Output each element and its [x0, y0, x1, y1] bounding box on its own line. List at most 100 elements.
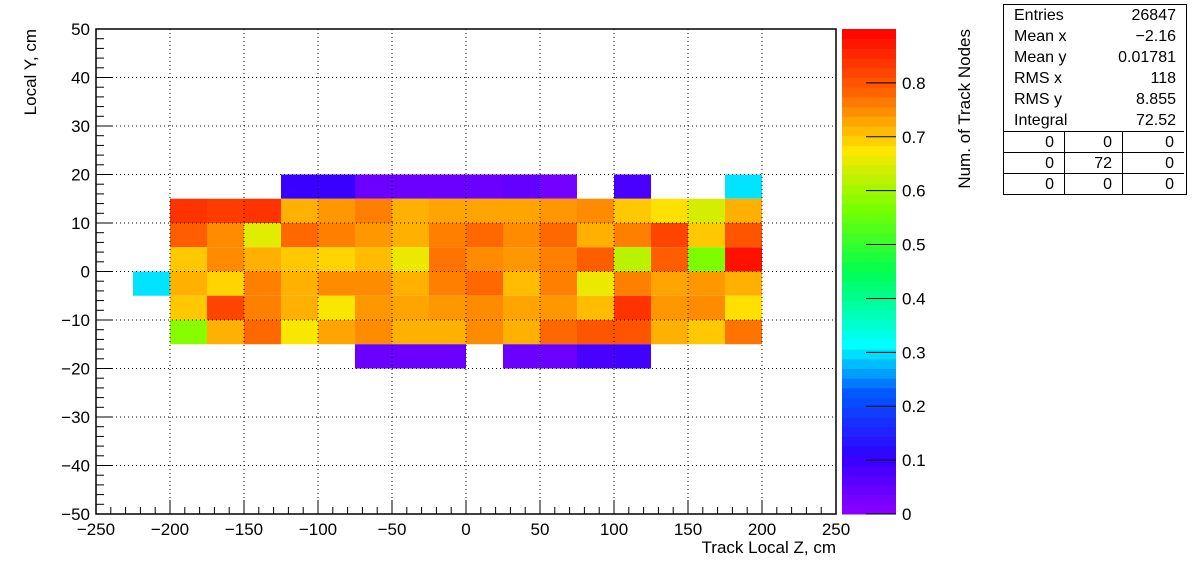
heatmap-cell [244, 198, 281, 223]
y-tick-label: 10 [71, 214, 90, 233]
heatmap-cell [466, 295, 503, 320]
heatmap-cell [577, 271, 614, 296]
heatmap-cell [688, 295, 725, 320]
y-tick-label: −30 [61, 408, 90, 427]
y-axis-ticks: −50 −40 −30 −20 −10 0 10 20 30 40 50 [61, 20, 112, 524]
heatmap-cell [651, 295, 688, 320]
heatmap-cell [207, 247, 244, 272]
x-tick-label: 250 [822, 520, 850, 539]
x-axis-title: Track Local Z, cm [702, 538, 836, 557]
palette-band [842, 48, 896, 59]
heatmap-cell [318, 271, 355, 296]
palette-band [842, 426, 896, 437]
z-tick-label: 0.5 [902, 236, 926, 255]
heatmap-cell [577, 344, 614, 369]
heatmap-cell [281, 198, 318, 223]
heatmap-cell [170, 247, 207, 272]
palette-band [842, 87, 896, 98]
heatmap-cell [392, 223, 429, 248]
heatmap-cell [577, 295, 614, 320]
heatmap-cell [207, 295, 244, 320]
heatmap-cell [688, 198, 725, 223]
heatmap-cell [651, 247, 688, 272]
heatmap-cell [540, 223, 577, 248]
heatmap-cell [355, 295, 392, 320]
heatmap-cell [466, 320, 503, 345]
stats-overflow-cell: 0 [1123, 131, 1184, 152]
palette-band [842, 465, 896, 476]
z-tick-label: 0.1 [902, 451, 926, 470]
palette-band [842, 106, 896, 117]
palette-band [842, 455, 896, 466]
palette-band [842, 184, 896, 195]
x-tick-label: 50 [531, 520, 550, 539]
palette-band [842, 126, 896, 137]
heatmap-cell [429, 247, 466, 272]
heatmap-cell [392, 174, 429, 199]
heatmap-cells [133, 174, 762, 369]
stats-overflow-cell: 72 [1064, 152, 1123, 173]
heatmap-cell [244, 223, 281, 248]
heatmap-cell [540, 344, 577, 369]
heatmap-cell [318, 223, 355, 248]
palette-band [842, 145, 896, 156]
heatmap-cell [244, 320, 281, 345]
x-tick-label: −150 [225, 520, 263, 539]
palette-band [842, 358, 896, 369]
palette-band [842, 38, 896, 49]
z-tick-label: 0.3 [902, 343, 926, 362]
heatmap-cell [614, 271, 651, 296]
x-tick-label: −200 [151, 520, 189, 539]
color-palette [842, 29, 896, 515]
heatmap-cell [577, 198, 614, 223]
palette-band [842, 213, 896, 224]
heatmap-cell [614, 223, 651, 248]
stats-integral-row: Integral 72.52 [1004, 110, 1186, 131]
z-tick-label: 0.8 [902, 74, 926, 93]
heatmap-cell [281, 223, 318, 248]
x-tick-label: −250 [77, 520, 115, 539]
heatmap-cell [503, 198, 540, 223]
heatmap-cell [688, 271, 725, 296]
x-tick-label: 150 [674, 520, 702, 539]
heatmap-cell [688, 223, 725, 248]
z-tick-label: 0.6 [902, 182, 926, 201]
heatmap-cell [614, 174, 651, 199]
z-tick-label: 0 [902, 505, 911, 524]
stats-rms-y-label: RMS y [1014, 91, 1062, 108]
y-tick-label: 40 [71, 69, 90, 88]
stats-entries-value: 26847 [1131, 7, 1177, 24]
heatmap-cell [207, 198, 244, 223]
z-tick-label: 0.7 [902, 128, 926, 147]
palette-band [842, 368, 896, 379]
heatmap-cell [725, 320, 762, 345]
x-tick-label: −50 [378, 520, 407, 539]
heatmap-cell [614, 247, 651, 272]
heatmap-cell [577, 320, 614, 345]
stats-mean-y-value: 0.01781 [1118, 49, 1176, 66]
heatmap-cell [540, 174, 577, 199]
heatmap-cell [392, 295, 429, 320]
heatmap-cell [466, 247, 503, 272]
heatmap-cell [392, 247, 429, 272]
palette-band [842, 300, 896, 311]
heatmap-cell [725, 271, 762, 296]
z-axis-title: Num. of Track Nodes [955, 29, 974, 189]
heatmap-cell [503, 344, 540, 369]
x-tick-label: 200 [748, 520, 776, 539]
heatmap-cell [392, 271, 429, 296]
heatmap-cell [540, 320, 577, 345]
heatmap-cell [170, 320, 207, 345]
stats-mean-x-label: Mean x [1014, 28, 1067, 45]
palette-band [842, 58, 896, 69]
stats-rms-y-row: RMS y 8.855 [1004, 89, 1186, 110]
palette-band [842, 446, 896, 457]
heatmap-cell [725, 223, 762, 248]
heatmap-cell [503, 295, 540, 320]
palette-band [842, 193, 896, 205]
stats-overflow-cell: 0 [1064, 173, 1123, 194]
heatmap-cell [170, 271, 207, 296]
heatmap-cell [725, 295, 762, 320]
palette-band [842, 252, 896, 263]
